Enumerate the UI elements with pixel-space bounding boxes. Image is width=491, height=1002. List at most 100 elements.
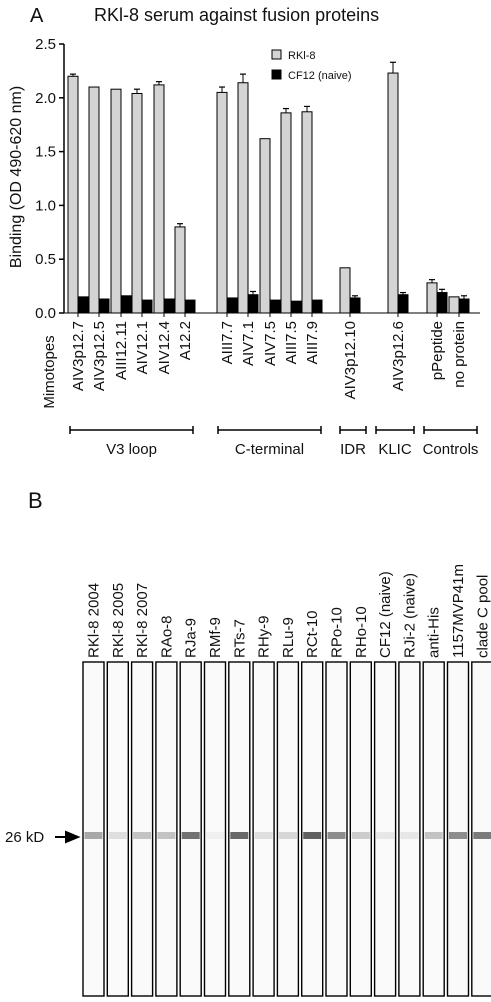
category-label: pPeptide (429, 321, 446, 380)
group-label: C-terminal (235, 441, 304, 458)
legend: RKl-8 CF12 (naive) (271, 49, 352, 82)
bar-cf12 (184, 299, 196, 314)
blot-lane (398, 661, 421, 997)
group-label: KLIC (378, 441, 412, 458)
bar-rkl8 (110, 88, 122, 314)
bar-cf12 (311, 299, 323, 314)
blot-lane (422, 661, 445, 997)
lane-label: RJi-2 (naive) (401, 573, 418, 658)
blot-band (327, 832, 346, 839)
bar-rkl8 (131, 92, 143, 314)
western-blot: RKl-8 2004 RKl-8 2005 RKl-8 2007 RAo-8 RJa-9… (82, 564, 491, 997)
lane-label: RCt-10 (304, 610, 321, 658)
blot-lane (446, 661, 470, 997)
category-label: AIV3p12.5 (91, 321, 108, 391)
blot-band (206, 832, 224, 839)
blot-band (84, 832, 103, 839)
lane-label: RLu-9 (280, 617, 297, 658)
chart-title: RKl-8 serum against fusion proteins (94, 5, 379, 25)
bar-cf12 (397, 294, 409, 314)
lane-label: RKl-8 2007 (134, 583, 151, 658)
bar-rkl8 (67, 75, 79, 314)
bar-chart: 0.0 0.5 1.0 1.5 2.0 2.5 AIV3p12.7 AIV3p12.5 AIII… (35, 36, 480, 399)
category-label: AIII7.9 (304, 321, 321, 364)
bar-rkl8 (280, 112, 292, 314)
category-label: AIII7.7 (219, 321, 236, 364)
blot-lane (252, 661, 275, 997)
bar-cf12 (77, 296, 89, 314)
bar-cf12 (141, 299, 153, 314)
blot-lane (276, 661, 300, 997)
category-label: AIV3p12.7 (70, 321, 87, 391)
blot-lane (203, 661, 227, 997)
blot-lane (471, 661, 491, 997)
blot-lane (325, 661, 348, 997)
blot-band (278, 832, 297, 839)
blot-band (133, 832, 152, 839)
blot-band (230, 832, 249, 839)
blot-band (303, 832, 322, 839)
bar-cf12 (247, 294, 259, 314)
lane-label: RKl-8 2004 (86, 583, 103, 658)
legend-label: RKl-8 (288, 50, 316, 62)
blot-band (449, 832, 467, 839)
blot-lane (373, 661, 397, 997)
marker-arrow-icon (55, 830, 81, 844)
blot-band (376, 832, 395, 839)
category-label: AIV12.4 (156, 321, 173, 374)
y-tick-label: 0.5 (35, 251, 56, 268)
blot-lane (228, 661, 251, 997)
bar-rkl8 (339, 267, 351, 314)
bar-rkl8 (387, 72, 399, 314)
blot-lane (155, 661, 178, 997)
bar-rkl8 (88, 86, 100, 314)
bar-rkl8 (426, 282, 438, 314)
blot-band (424, 832, 443, 839)
panel-b-label: B (28, 488, 43, 513)
bar-cf12 (226, 297, 238, 314)
blot-band (157, 832, 176, 839)
blot-lane (349, 661, 372, 997)
bar-rkl8 (259, 138, 271, 314)
y-tick-label: 2.0 (35, 90, 56, 107)
blot-band (254, 832, 273, 839)
y-axis-label: Binding (OD 490-620 nm) (8, 86, 25, 268)
blot-band (473, 832, 491, 839)
category-label: AIV12.1 (134, 321, 151, 374)
category-label: no protein (451, 321, 468, 388)
blot-band (181, 832, 200, 839)
legend-swatch (271, 69, 282, 80)
lane-label: RTs-7 (231, 619, 248, 658)
lane-label: anti-His (426, 607, 443, 658)
mimotopes-label: Mimotopes (41, 335, 58, 408)
lane-label: clade C pool (474, 575, 491, 658)
bar-cf12 (98, 298, 110, 314)
y-tick-label: 0.0 (35, 305, 56, 322)
lane-label: 1157MVP41m (450, 564, 467, 658)
bar-cf12 (349, 297, 361, 314)
blot-lane (106, 661, 130, 997)
bar-rkl8 (301, 111, 313, 314)
blot-lane (82, 661, 105, 997)
lane-label: RKl-8 2005 (110, 583, 127, 658)
category-label: AIV3p12.6 (390, 321, 407, 391)
blot-band (108, 832, 127, 839)
blot-band (400, 832, 419, 839)
lane-label: RJa-9 (183, 618, 200, 658)
blot-lane (130, 661, 154, 997)
bar-rkl8 (153, 84, 165, 314)
category-label: AIII12.11 (113, 321, 130, 380)
blot-lane (179, 661, 202, 997)
category-label: AIII7.5 (283, 321, 300, 364)
lane-label: RMf-9 (207, 617, 224, 658)
y-tick-label: 2.5 (35, 36, 56, 53)
bar-cf12 (290, 300, 302, 314)
legend-swatch (271, 49, 282, 60)
group-label: IDR (340, 441, 366, 458)
bar-rkl8 (237, 82, 249, 314)
category-label: A12.2 (177, 321, 194, 360)
blot-band (351, 832, 370, 839)
blot-lane (301, 661, 324, 997)
lane-label: RHy-9 (256, 615, 273, 658)
